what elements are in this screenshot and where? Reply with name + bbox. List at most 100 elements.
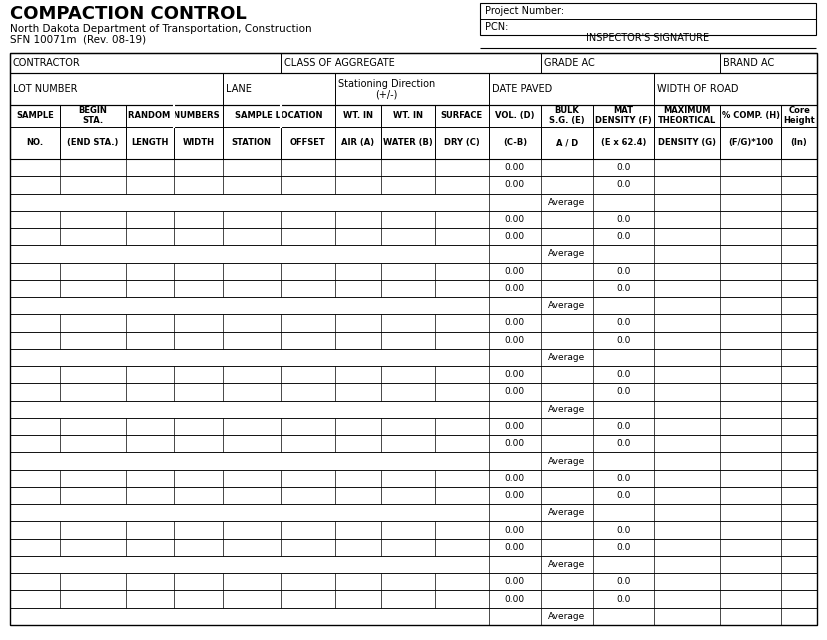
Text: NO.: NO. (26, 138, 44, 147)
Text: Average: Average (547, 612, 585, 621)
Text: WIDTH OF ROAD: WIDTH OF ROAD (656, 84, 738, 94)
Text: Core
Height: Core Height (782, 106, 814, 125)
Text: 0.0: 0.0 (615, 422, 629, 431)
Text: SAMPLE: SAMPLE (17, 111, 54, 120)
Text: Average: Average (547, 508, 585, 517)
Text: (END STA.): (END STA.) (67, 138, 118, 147)
Text: 0.00: 0.00 (504, 336, 524, 345)
Bar (10, 349, 816, 366)
Text: Average: Average (547, 198, 585, 207)
Text: (C-B): (C-B) (502, 138, 526, 147)
Bar (10, 228, 816, 245)
Bar (10, 366, 816, 383)
Text: RANDOM NUMBERS: RANDOM NUMBERS (128, 111, 220, 120)
Bar (10, 522, 816, 539)
Text: LENGTH: LENGTH (131, 138, 169, 147)
Bar (10, 280, 816, 297)
Text: 0.0: 0.0 (615, 387, 629, 397)
Text: 0.0: 0.0 (615, 491, 629, 500)
Bar (10, 176, 816, 193)
Text: WT. IN: WT. IN (393, 111, 423, 120)
Bar (10, 211, 816, 228)
Text: 0.0: 0.0 (615, 232, 629, 241)
Bar (10, 262, 816, 280)
Bar (10, 314, 816, 332)
Text: OFFSET: OFFSET (289, 138, 325, 147)
Text: PCN:: PCN: (485, 22, 508, 32)
Text: WIDTH: WIDTH (182, 138, 214, 147)
Text: 0.00: 0.00 (504, 577, 524, 586)
Text: Average: Average (547, 353, 585, 362)
Text: 0.00: 0.00 (504, 525, 524, 534)
Text: 0.00: 0.00 (504, 595, 524, 604)
Text: DRY (C): DRY (C) (443, 138, 479, 147)
Text: 0.00: 0.00 (504, 319, 524, 328)
Text: 0.0: 0.0 (615, 439, 629, 448)
Text: Stationing Direction
(+/-): Stationing Direction (+/-) (337, 79, 434, 99)
Text: WATER (B): WATER (B) (383, 138, 433, 147)
Text: 0.00: 0.00 (504, 439, 524, 448)
Text: 0.00: 0.00 (504, 387, 524, 397)
Text: 0.00: 0.00 (504, 491, 524, 500)
Text: % COMP. (H): % COMP. (H) (721, 111, 779, 120)
Bar (10, 418, 816, 435)
Text: SAMPLE LOCATION: SAMPLE LOCATION (235, 111, 322, 120)
Bar (10, 608, 816, 625)
Bar (480, 3, 815, 35)
Text: Average: Average (547, 456, 585, 465)
Text: 0.00: 0.00 (504, 422, 524, 431)
Text: DATE PAVED: DATE PAVED (491, 84, 552, 94)
Text: MAXIMUM
THEORTICAL: MAXIMUM THEORTICAL (657, 106, 715, 125)
Text: 0.0: 0.0 (615, 525, 629, 534)
Text: AIR (A): AIR (A) (341, 138, 374, 147)
Text: Average: Average (547, 301, 585, 310)
Bar (10, 401, 816, 418)
Text: MAT
DENSITY (F): MAT DENSITY (F) (595, 106, 651, 125)
Text: 0.00: 0.00 (504, 474, 524, 483)
Text: Average: Average (547, 404, 585, 413)
Text: 0.00: 0.00 (504, 180, 524, 189)
Text: (F/G)*100: (F/G)*100 (727, 138, 772, 147)
Text: BRAND AC: BRAND AC (722, 58, 773, 68)
Text: GRADE AC: GRADE AC (543, 58, 594, 68)
Text: 0.0: 0.0 (615, 543, 629, 552)
Text: 0.00: 0.00 (504, 267, 524, 276)
Text: Average: Average (547, 250, 585, 259)
Text: 0.00: 0.00 (504, 371, 524, 380)
Bar (10, 73, 816, 105)
Bar (10, 556, 816, 573)
Text: CLASS OF AGGREGATE: CLASS OF AGGREGATE (284, 58, 394, 68)
Bar (10, 504, 816, 522)
Text: VOL. (D): VOL. (D) (495, 111, 534, 120)
Text: 0.00: 0.00 (504, 163, 524, 172)
Text: DENSITY (G): DENSITY (G) (657, 138, 715, 147)
Text: LANE: LANE (225, 84, 251, 94)
Text: STATION: STATION (232, 138, 271, 147)
Text: Project Number:: Project Number: (485, 6, 563, 16)
Bar (10, 539, 816, 556)
Text: (E x 62.4): (E x 62.4) (600, 138, 645, 147)
Text: 0.0: 0.0 (615, 319, 629, 328)
Text: COMPACTION CONTROL: COMPACTION CONTROL (10, 5, 246, 23)
Text: Average: Average (547, 560, 585, 569)
Text: SFN 10071m  (Rev. 08-19): SFN 10071m (Rev. 08-19) (10, 35, 146, 45)
Text: 0.0: 0.0 (615, 215, 629, 224)
Text: 0.0: 0.0 (615, 163, 629, 172)
Bar (10, 573, 816, 591)
Text: North Dakota Department of Transportation, Construction: North Dakota Department of Transportatio… (10, 24, 311, 34)
Text: 0.00: 0.00 (504, 543, 524, 552)
Text: BULK
S.G. (E): BULK S.G. (E) (548, 106, 584, 125)
Text: 0.0: 0.0 (615, 336, 629, 345)
Text: 0.00: 0.00 (504, 232, 524, 241)
Bar (10, 105, 816, 159)
Text: INSPECTOR'S SIGNATURE: INSPECTOR'S SIGNATURE (586, 33, 709, 43)
Text: BEGIN
STA.: BEGIN STA. (79, 106, 108, 125)
Bar (10, 53, 816, 625)
Bar (10, 487, 816, 504)
Bar (10, 591, 816, 608)
Text: WT. IN: WT. IN (342, 111, 372, 120)
Text: LOT NUMBER: LOT NUMBER (13, 84, 78, 94)
Text: SURFACE: SURFACE (440, 111, 482, 120)
Text: 0.0: 0.0 (615, 284, 629, 293)
Text: (In): (In) (790, 138, 806, 147)
